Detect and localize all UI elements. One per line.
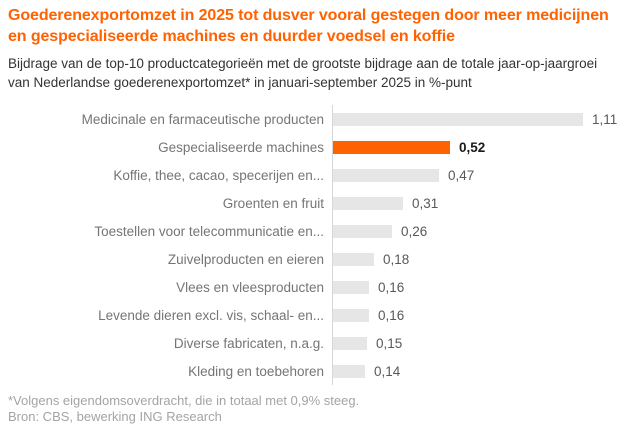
bar[interactable] [333,252,374,266]
bar[interactable] [333,196,403,210]
value-label: 0,26 [401,223,428,239]
value-label: 0,16 [378,279,405,295]
category-label: Vlees en vleesproducten [176,279,324,295]
bar-row: Gespecialiseerde machines 0,52 [8,133,618,161]
bar-row: Diverse fabricaten, n.a.g. 0,15 [8,329,618,357]
category-label: Koffie, thee, cacao, specerijen en... [113,167,324,183]
category-label: Zuivelproducten en eieren [167,251,324,267]
bar[interactable] [333,336,367,350]
bar-cell: 0,31 [332,189,618,217]
bar[interactable] [333,364,365,378]
chart-title: Goederenexportomzet in 2025 tot dusver v… [8,7,609,45]
bar-cell: 0,15 [332,329,618,357]
value-label: 0,31 [412,195,439,211]
category-label: Medicinale en farmaceutische producten [81,111,324,127]
value-label: 0,47 [448,167,475,183]
bar-cell: 0,16 [332,273,618,301]
bar-chart: Medicinale en farmaceutische producten 1,… [8,105,618,385]
value-label: 0,18 [383,251,410,267]
bar-row: Levende dieren excl. vis, schaal- en... 0… [8,301,618,329]
bar-cell: 0,26 [332,217,618,245]
bar[interactable] [333,280,369,294]
footnote: *Volgens eigendomsoverdracht, die in tot… [8,393,360,408]
bar[interactable] [333,308,369,322]
bar-cell: 0,16 [332,301,618,329]
bar-row: Kleding en toebehoren 0,14 [8,357,618,385]
bar-row: Toestellen voor telecommunicatie en... 0,… [8,217,618,245]
source: Bron: CBS, bewerking ING Research [8,409,222,424]
value-label: 0,52 [459,139,486,155]
bar-rows: Medicinale en farmaceutische producten 1,… [8,105,618,385]
chart-footer: *Volgens eigendomsoverdracht, die in tot… [8,393,618,425]
bar-row: Groenten en fruit 0,31 [8,189,618,217]
value-label: 1,11 [592,111,618,127]
bar-row: Koffie, thee, cacao, specerijen en... 0,4… [8,161,618,189]
bar-cell: 0,47 [332,161,618,189]
bar-cell: 0,18 [332,245,618,273]
bar[interactable] [333,168,439,182]
chart-subtitle: Bijdrage van de top-10 productcategorieë… [8,56,598,90]
category-label: Groenten en fruit [222,195,324,211]
bar-row: Vlees en vleesproducten 0,16 [8,273,618,301]
category-label: Levende dieren excl. vis, schaal- en... [98,307,324,323]
bar-row: Zuivelproducten en eieren 0,18 [8,245,618,273]
bar-cell: 1,11 [332,105,618,133]
bar-cell: 0,52 [332,133,618,161]
value-label: 0,15 [376,335,403,351]
category-label: Kleding en toebehoren [188,363,324,379]
bar-highlighted[interactable] [333,140,450,154]
value-label: 0,16 [378,307,405,323]
category-label: Toestellen voor telecommunicatie en... [94,223,324,239]
value-label: 0,14 [374,363,401,379]
bar-row: Medicinale en farmaceutische producten 1,… [8,105,618,133]
bar-cell: 0,14 [332,357,618,385]
category-label: Gespecialiseerde machines [158,139,324,155]
category-label: Diverse fabricaten, n.a.g. [173,335,324,351]
bar[interactable] [333,112,583,126]
bar[interactable] [333,224,392,238]
